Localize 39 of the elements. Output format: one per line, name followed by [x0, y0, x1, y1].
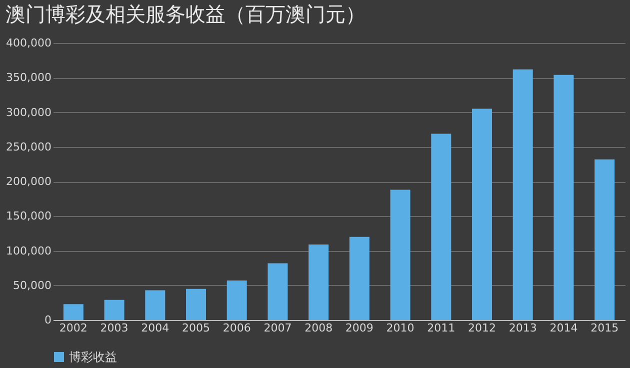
x-tick-label: 2007 — [264, 322, 292, 334]
bar — [390, 190, 410, 320]
bar — [268, 263, 288, 320]
bar — [63, 304, 84, 320]
y-tick-label: 200,000 — [6, 175, 52, 188]
x-tick-label: 2011 — [427, 322, 456, 334]
y-tick-label: 300,000 — [6, 106, 52, 119]
x-tick-label: 2005 — [182, 322, 210, 334]
y-tick-label: 0 — [44, 314, 52, 326]
bar — [145, 290, 166, 320]
y-tick-label: 100,000 — [6, 244, 52, 258]
bar — [472, 108, 492, 320]
x-tick-label: 2014 — [550, 322, 578, 334]
x-tick-label: 2013 — [508, 322, 537, 334]
x-tick-label: 2006 — [222, 322, 251, 334]
bar — [226, 280, 247, 320]
bar — [594, 159, 615, 320]
bar — [431, 134, 452, 320]
bar — [512, 69, 533, 320]
x-tick-label: 2002 — [59, 322, 88, 334]
y-tick-label: 350,000 — [6, 71, 52, 84]
legend-label: 博彩收益 — [69, 350, 117, 364]
bar — [554, 74, 574, 320]
x-tick-label: 2003 — [100, 322, 128, 334]
bar — [308, 244, 329, 320]
x-tick-label: 2009 — [345, 322, 374, 334]
bar — [349, 236, 370, 320]
x-tick-label: 2010 — [386, 322, 414, 334]
bar — [186, 288, 206, 320]
x-tick-label: 2008 — [304, 322, 333, 334]
y-tick-label: 400,000 — [6, 36, 52, 50]
x-tick-label: 2015 — [590, 322, 619, 334]
chart-title: 澳门博彩及相关服务收益（百万澳门元） — [6, 2, 366, 26]
x-tick-label: 2004 — [141, 322, 170, 334]
y-tick-label: 50,000 — [13, 278, 52, 292]
y-tick-label: 150,000 — [6, 210, 52, 223]
bar — [104, 300, 124, 320]
y-tick-label: 250,000 — [6, 140, 52, 154]
x-tick-label: 2012 — [468, 322, 496, 334]
